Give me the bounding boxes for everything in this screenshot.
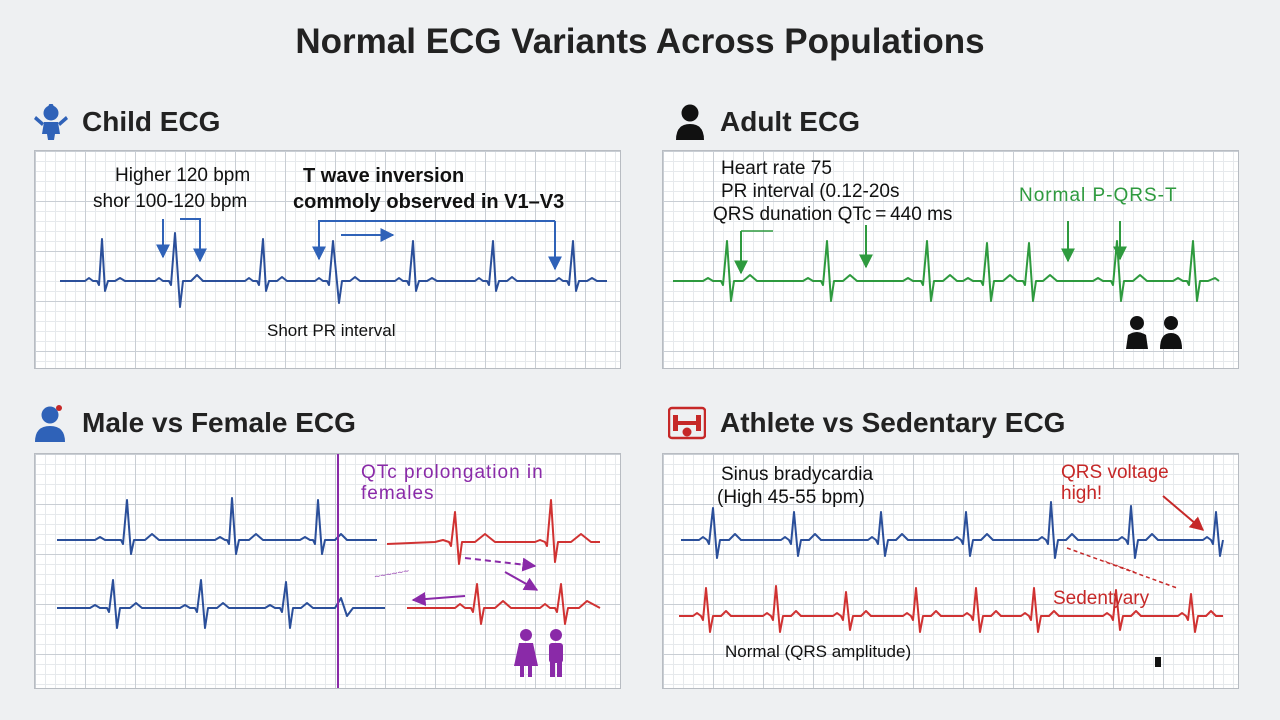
child-pr-arrow-2 xyxy=(180,218,207,263)
athlete-qrs-arrow xyxy=(1162,495,1205,531)
athlete-ecg-trace xyxy=(681,501,1224,559)
sex-arrow-1 xyxy=(411,592,466,607)
athlete-panel: ~~~~~~ Sinus bradycardia (High 45-55 bpm… xyxy=(662,453,1239,689)
sex-qtc-line2: females xyxy=(361,483,435,504)
athlete-qrs-line1: QRS voltage xyxy=(1061,462,1169,483)
sex-heading: Male vs Female ECG xyxy=(34,404,356,442)
sex-panel: ~~~~~~ QTc prolongation in females xyxy=(34,453,621,689)
child-rate-line1: Higher 120 bpm xyxy=(115,165,251,186)
athlete-sedentary-label: Sedentyary xyxy=(1053,588,1150,609)
female-male-icon xyxy=(514,629,563,677)
child-panel: Higher 120 bpm shor 100-120 bpm T wave i… xyxy=(34,150,621,369)
athlete-marker-icon xyxy=(1155,657,1161,667)
sex-scribble: ~~~~~~ xyxy=(374,566,411,583)
adult-line2: PR interval (0.12-20s xyxy=(721,181,900,202)
athlete-scribble: ~~~~~~ xyxy=(1102,556,1139,578)
child-ecg-trace xyxy=(60,232,607,308)
child-pr-label: Short PR interval xyxy=(267,321,396,340)
sex-arrow-2 xyxy=(464,557,537,572)
child-twave-line1: T wave inversion xyxy=(303,165,465,187)
child-trace-area xyxy=(60,218,607,308)
athlete-heading: Athlete vs Sedentary ECG xyxy=(668,404,1065,442)
sex-heading-text: Male vs Female ECG xyxy=(82,407,356,438)
child-twave-arrow-left xyxy=(312,220,555,261)
male-ecg-trace-bottom xyxy=(57,579,385,629)
athlete-brady-line2: (High 45-55 bpm) xyxy=(717,487,865,508)
child-heading: Child ECG xyxy=(34,104,220,140)
child-rate-line2: shor 100-120 bpm xyxy=(93,191,248,212)
sedentary-ecg-trace xyxy=(679,585,1223,633)
sex-trace-area: ~~~~~~ xyxy=(57,454,601,688)
adult-heading: Adult ECG xyxy=(674,104,860,140)
child-icon xyxy=(34,104,68,140)
adult-line1: Heart rate 75 xyxy=(721,158,832,179)
couple-icon xyxy=(1126,316,1182,349)
adult-panel: Heart rate 75 PR interval (0.12-20s QRS … xyxy=(662,150,1239,369)
female-ecg-trace-top xyxy=(386,499,600,565)
sex-arrow-3 xyxy=(504,571,539,591)
male-ecg-trace-top xyxy=(57,497,377,555)
athlete-scribble-line xyxy=(1066,547,1178,589)
sex-qtc-line1: QTc prolongation in xyxy=(361,462,544,483)
athlete-trace-area: ~~~~~~ xyxy=(679,495,1224,667)
female-ecg-trace-bottom xyxy=(407,583,601,625)
adult-icon xyxy=(676,104,704,140)
adult-trace-area xyxy=(673,221,1220,349)
adult-ecg-trace xyxy=(673,240,1220,302)
page-title: Normal ECG Variants Across Populations xyxy=(295,22,985,61)
athlete-heading-text: Athlete vs Sedentary ECG xyxy=(720,407,1066,438)
adult-heading-text: Adult ECG xyxy=(720,106,860,137)
child-twave-line2: commoly observed in V1–V3 xyxy=(293,191,565,213)
adult-line3: QRS dunation QTc = 440 ms xyxy=(713,204,953,225)
athlete-normal-label: Normal (QRS amplitude) xyxy=(725,642,912,661)
athlete-qrs-line2: high! xyxy=(1061,483,1103,504)
child-heading-text: Child ECG xyxy=(82,106,221,137)
adult-normal-label: Normal P-QRS-T xyxy=(1019,185,1178,206)
athlete-brady-line1: Sinus bradycardia xyxy=(721,464,874,485)
person-icon xyxy=(35,405,65,442)
dumbbell-icon xyxy=(668,406,706,440)
